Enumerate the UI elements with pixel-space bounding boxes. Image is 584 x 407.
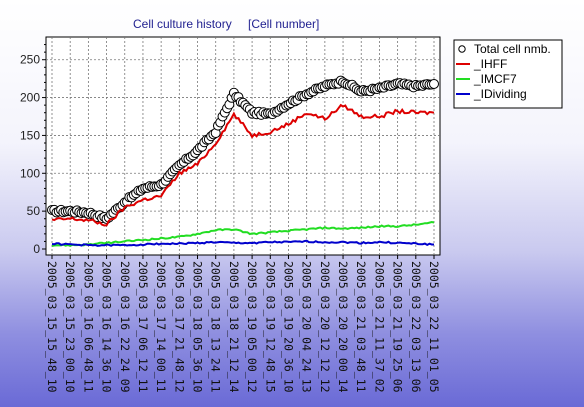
y-tick-label: 0 — [33, 242, 40, 256]
x-tick-label: 2005_03_15_15_48_10 — [45, 261, 59, 393]
legend-label: _IHFF — [473, 57, 507, 71]
x-tick-label: 2005_03_17_06_12_11 — [136, 261, 150, 393]
x-tick-label: 2005_03_21_03_48_11 — [354, 261, 368, 393]
chart-subtitle: [Cell number] — [248, 17, 319, 31]
x-tick-label: 2005_03_19_20_36_10 — [281, 261, 295, 393]
x-tick-label: 2005_03_21_19_25_06 — [391, 261, 405, 393]
y-tick-label: 100 — [20, 166, 40, 180]
x-tick-label: 2005_03_15_23_00_10 — [63, 261, 77, 393]
legend-label: Total cell nmb. — [474, 42, 551, 56]
x-tick-label: 2005_03_17_21_48_12 — [172, 261, 186, 393]
series-total-cell-markers — [47, 75, 439, 224]
x-tick-label: 2005_03_18_21_12_14 — [227, 261, 241, 393]
x-axis: 2005_03_15_15_48_10 2005_03_15_23_00_10 20… — [45, 255, 441, 393]
x-tick-label: 2005_03_19_05_00_12 — [245, 261, 259, 393]
series-line-imcf7 — [51, 220, 435, 247]
x-tick-label: 2005_03_17_14_00_11 — [154, 261, 168, 393]
x-tick-label: 2005_03_21_11_37_02 — [372, 261, 386, 393]
x-tick-label: 2005_03_20_20_00_14 — [336, 261, 350, 393]
legend-label: _IMCF7 — [473, 72, 517, 86]
x-tick-label: 2005_03_20_04_24_13 — [300, 261, 314, 393]
x-tick-label: 2005_03_16_06_48_11 — [81, 261, 95, 393]
y-tick-label: 50 — [27, 204, 41, 218]
legend-box — [453, 39, 563, 109]
x-tick-label: 2005_03_19_12_48_15 — [263, 261, 277, 393]
y-axis: 0 50 100 150 200 250 — [20, 44, 46, 256]
x-tick-label: 2005_03_18_13_24_11 — [209, 261, 223, 393]
legend-marker — [458, 45, 466, 53]
data-point-marker — [429, 78, 439, 89]
legend: Total cell nmb._IHFF_IMCF7_IDividing — [453, 39, 563, 109]
y-tick-label: 150 — [20, 128, 40, 142]
x-tick-label: 2005_03_16_14_36_10 — [100, 261, 114, 393]
legend-label: _IDividing — [473, 87, 527, 101]
series-line-ihff — [51, 103, 435, 227]
series-layer — [47, 75, 439, 247]
x-tick-label: 2005_03_18_05_36_10 — [191, 261, 205, 393]
y-tick-label: 250 — [20, 53, 40, 67]
x-tick-label: 2005_03_16_22_24_09 — [118, 261, 132, 393]
x-tick-label: 2005_03_20_12_12_12 — [318, 261, 332, 393]
x-tick-label: 2005_03_22_11_01_05 — [427, 261, 441, 393]
y-tick-label: 200 — [20, 91, 40, 105]
chart-title: Cell culture history — [133, 17, 232, 31]
series-line-idividing — [51, 239, 434, 247]
x-tick-label: 2005_03_22_03_13_06 — [409, 261, 423, 393]
